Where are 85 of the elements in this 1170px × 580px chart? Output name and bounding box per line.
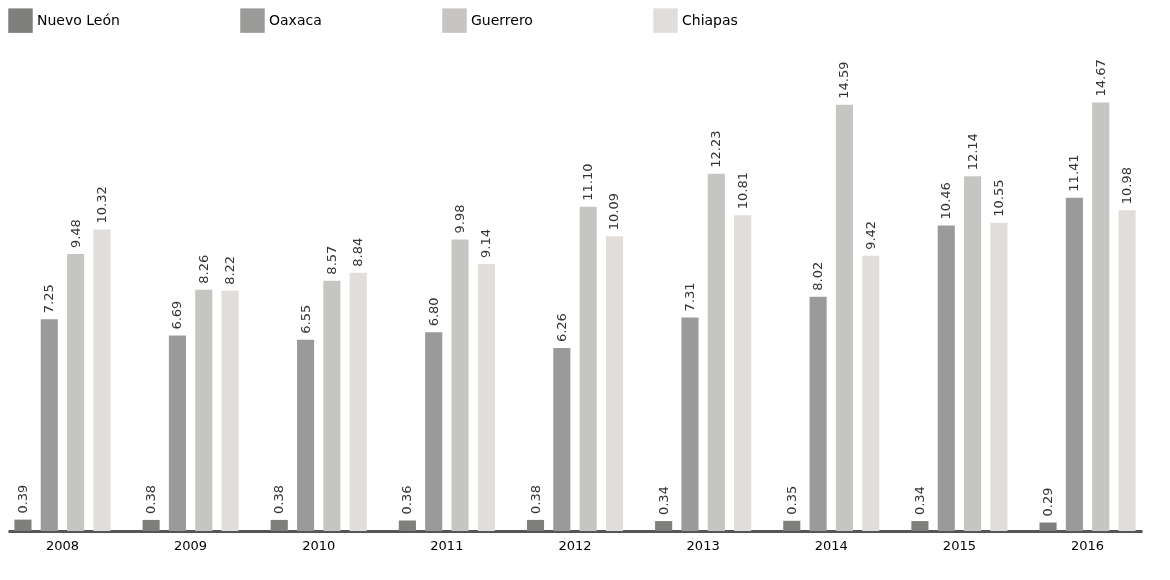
data-label: 8.02	[810, 261, 826, 291]
bar	[964, 176, 982, 531]
x-tick-label: 2015	[942, 537, 976, 553]
data-label: 9.98	[452, 204, 468, 234]
bar	[477, 263, 495, 531]
bar	[809, 296, 827, 531]
data-label: 0.36	[399, 485, 415, 515]
data-label: 6.80	[425, 297, 441, 327]
data-label: 10.32	[93, 186, 109, 224]
x-tick-label: 2011	[430, 537, 464, 553]
bar	[221, 290, 239, 531]
bar	[425, 332, 443, 531]
legend-label: Oaxaca	[269, 11, 322, 28]
x-tick-label: 2012	[558, 537, 592, 553]
data-label: 9.48	[67, 219, 83, 249]
data-label: 14.59	[836, 61, 852, 99]
bar	[398, 520, 416, 531]
bar	[734, 215, 752, 531]
bar	[40, 319, 58, 531]
x-tick-label: 2010	[302, 537, 336, 553]
data-label: 12.23	[708, 130, 724, 168]
data-label: 6.26	[553, 313, 569, 343]
bar	[297, 339, 315, 531]
data-label: 6.69	[169, 300, 185, 330]
legend-label: Chiapas	[682, 11, 738, 28]
data-label: 8.57	[323, 245, 339, 275]
data-label: 14.67	[1092, 59, 1108, 97]
data-label: 8.22	[222, 255, 238, 285]
x-tick-label: 2014	[814, 537, 848, 553]
data-label: 0.34	[911, 486, 927, 516]
x-tick-label: 2009	[174, 537, 208, 553]
x-tick-label: 2008	[45, 537, 79, 553]
bar	[681, 317, 699, 531]
bar	[553, 348, 571, 531]
bar	[1118, 210, 1136, 531]
bar	[1092, 102, 1110, 531]
data-label: 0.38	[527, 484, 543, 514]
bar	[1065, 197, 1083, 531]
bar	[862, 255, 880, 531]
bar	[783, 520, 801, 531]
bar	[605, 236, 624, 531]
data-label: 6.55	[297, 304, 313, 334]
bar	[579, 206, 597, 531]
data-label: 10.09	[606, 193, 622, 231]
bar	[990, 222, 1008, 531]
data-label: 8.84	[350, 237, 366, 267]
legend-label: Nuevo León	[37, 11, 120, 28]
data-label: 8.26	[195, 254, 211, 284]
bar	[168, 335, 186, 531]
data-label: 10.98	[1119, 167, 1135, 205]
data-label: 10.46	[938, 182, 954, 220]
bar	[1039, 522, 1057, 531]
bar	[195, 289, 213, 531]
bar	[911, 521, 929, 531]
bar	[655, 521, 673, 531]
data-label: 11.10	[580, 163, 596, 201]
data-label: 10.81	[734, 171, 750, 210]
bar	[142, 519, 160, 531]
bar	[323, 280, 341, 531]
data-label: 0.38	[271, 484, 287, 514]
data-label: 0.39	[14, 484, 30, 514]
legend-label: Guerrero	[471, 11, 533, 28]
data-label: 0.38	[143, 484, 159, 514]
x-tick-label: 2013	[686, 537, 720, 553]
bar	[451, 239, 469, 531]
data-label: 7.25	[41, 284, 57, 314]
bar	[937, 225, 955, 531]
bar	[270, 519, 288, 531]
bar	[93, 229, 111, 531]
data-label: 7.31	[681, 282, 697, 312]
data-label: 0.34	[655, 486, 671, 516]
bar	[349, 272, 367, 531]
data-label: 9.42	[862, 220, 878, 250]
bar	[67, 254, 85, 531]
bar	[835, 104, 853, 531]
bar	[14, 519, 32, 531]
data-label: 9.14	[478, 229, 494, 258]
data-label: 10.55	[990, 179, 1006, 217]
data-label: 11.41	[1066, 154, 1082, 192]
data-label: 0.35	[783, 485, 799, 515]
data-label: 0.29	[1040, 487, 1056, 517]
bar	[526, 519, 545, 531]
x-tick-label: 2016	[1071, 537, 1105, 553]
data-label: 12.14	[964, 133, 980, 171]
bar	[707, 173, 725, 531]
